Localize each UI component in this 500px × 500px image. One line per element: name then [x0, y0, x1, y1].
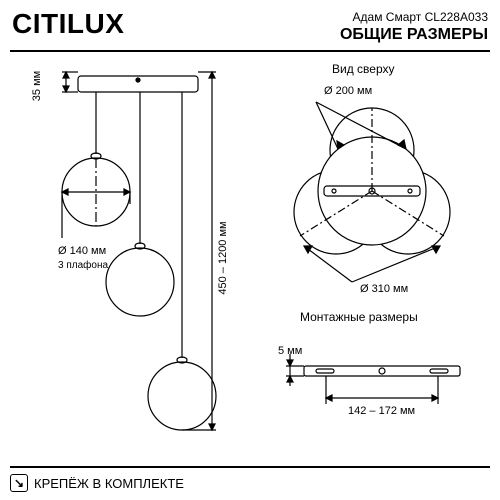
shade-count: 3 плафона [58, 259, 108, 271]
footer: ↘ КРЕПЁЖ В КОМПЛЕКТЕ [10, 466, 490, 492]
mount-hole-spacing: 142 – 172 мм [348, 405, 415, 417]
header: CITILUX Адам Смарт CL228A033 общие разме… [0, 8, 500, 50]
model-number: Адам Смарт CL228A033 [353, 10, 488, 24]
top-view: Ø 200 мм Ø 310 мм [262, 76, 482, 296]
mount-thickness: 5 мм [278, 345, 302, 357]
header-rule [10, 50, 490, 52]
top-outer-diameter: Ø 310 мм [360, 283, 408, 295]
side-elevation: 35 мм 450 – 1200 мм Ø 140 мм 3 плафона [0, 58, 240, 458]
mount-view: 5 мм 142 – 172 мм [262, 332, 492, 442]
page-title: общие размеры [340, 26, 488, 44]
hardware-icon: ↘ [10, 474, 28, 492]
top-view-heading: Вид сверху [332, 62, 395, 76]
canopy-height: 35 мм [31, 71, 43, 101]
brand-logo: CITILUX [12, 8, 124, 40]
mount-heading: Монтажные размеры [300, 310, 418, 324]
total-height: 450 – 1200 мм [217, 221, 229, 294]
spec-sheet: CITILUX Адам Смарт CL228A033 общие разме… [0, 0, 500, 500]
top-inner-diameter: Ø 200 мм [324, 85, 372, 97]
footer-text: КРЕПЁЖ В КОМПЛЕКТЕ [34, 476, 184, 491]
shade-diameter: Ø 140 мм [58, 245, 106, 257]
